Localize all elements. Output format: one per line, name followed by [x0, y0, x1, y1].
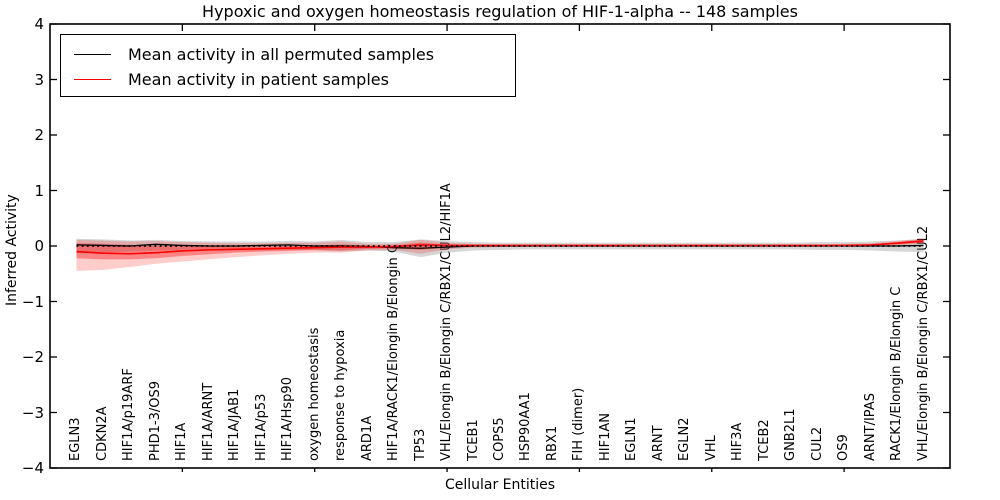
category-label: EGLN2: [677, 417, 693, 461]
category-label: HIF1A/p53: [253, 393, 269, 461]
legend-label: Mean activity in all permuted samples: [128, 45, 435, 64]
category-label: COPS5: [492, 417, 507, 461]
category-label: VHL/Elongin B/Elongin C/RBX1/CUL2: [915, 225, 931, 461]
category-label: CDKN2A: [94, 406, 110, 461]
permuted-samples-range-band: [76, 238, 924, 258]
y-tick-label: −1: [21, 292, 44, 311]
category-label: ARD1A: [359, 415, 375, 461]
category-label: HIF3A: [730, 422, 746, 461]
category-label: oxygen homeostasis: [306, 327, 322, 461]
category-label: VHL/Elongin B/Elongin C/RBX1/CUL2/HIF1A: [439, 183, 455, 461]
y-tick-label: 1: [34, 181, 44, 200]
category-label: TCEB2: [756, 419, 772, 461]
category-label: CUL2: [809, 426, 825, 461]
permuted-mean-line: [76, 243, 924, 249]
y-tick-label: 4: [34, 15, 44, 33]
category-label: GNB2L1: [783, 408, 799, 461]
category-label: RACK1/Elongin B/Elongin C: [889, 286, 905, 461]
category-label: TCEB1: [465, 419, 481, 461]
category-label: EGLN3: [68, 417, 84, 461]
category-label: HIF1A/RACK1/Elongin B/Elongin C: [386, 244, 402, 461]
y-tick-label: 2: [34, 126, 44, 144]
category-label: OS9: [836, 434, 852, 461]
category-label: HIF1A/p19ARF: [121, 368, 137, 461]
category-label: EGLN1: [624, 417, 640, 461]
legend-line-sample: [74, 54, 111, 55]
category-label: VHL: [703, 435, 719, 461]
category-label: TP53: [412, 428, 428, 461]
patient-mean-line: [76, 240, 924, 255]
chart-title: Hypoxic and oxygen homeostasis regulatio…: [202, 2, 798, 21]
y-tick-label: −2: [21, 348, 44, 366]
category-label: ARNT: [650, 425, 666, 461]
legend-line-sample: [74, 79, 111, 80]
category-label: HSP90AA1: [518, 392, 534, 461]
category-label: response to hypoxia: [333, 329, 349, 461]
category-label: HIF1AN: [597, 413, 613, 461]
patient-samples-range-inner-band: [76, 239, 924, 260]
category-label: PHD1-3/OS9: [147, 381, 163, 461]
legend-item: Mean activity in patient samples: [74, 67, 515, 92]
category-label: HIF1A: [174, 422, 190, 461]
y-tick-label: 3: [34, 70, 44, 89]
legend-item: Mean activity in all permuted samples: [74, 42, 515, 67]
category-label: RBX1: [544, 425, 560, 461]
category-label: HIF1A/Hsp90: [280, 377, 296, 461]
category-label: ARNT/IPAS: [862, 393, 878, 461]
category-label: FIH (dimer): [571, 387, 587, 461]
patient-samples-range-outer-band: [76, 238, 924, 271]
category-label: HIF1A/ARNT: [200, 382, 216, 461]
y-tick-label: −4: [21, 459, 44, 477]
y-tick-label: 0: [34, 237, 44, 255]
y-tick-label: −3: [21, 403, 44, 422]
category-label: HIF1A/JAB1: [227, 388, 243, 461]
legend-label: Mean activity in patient samples: [128, 70, 389, 89]
x-axis-label: Cellular Entities: [444, 477, 556, 493]
legend: Mean activity in all permuted samples Mea…: [60, 34, 516, 97]
